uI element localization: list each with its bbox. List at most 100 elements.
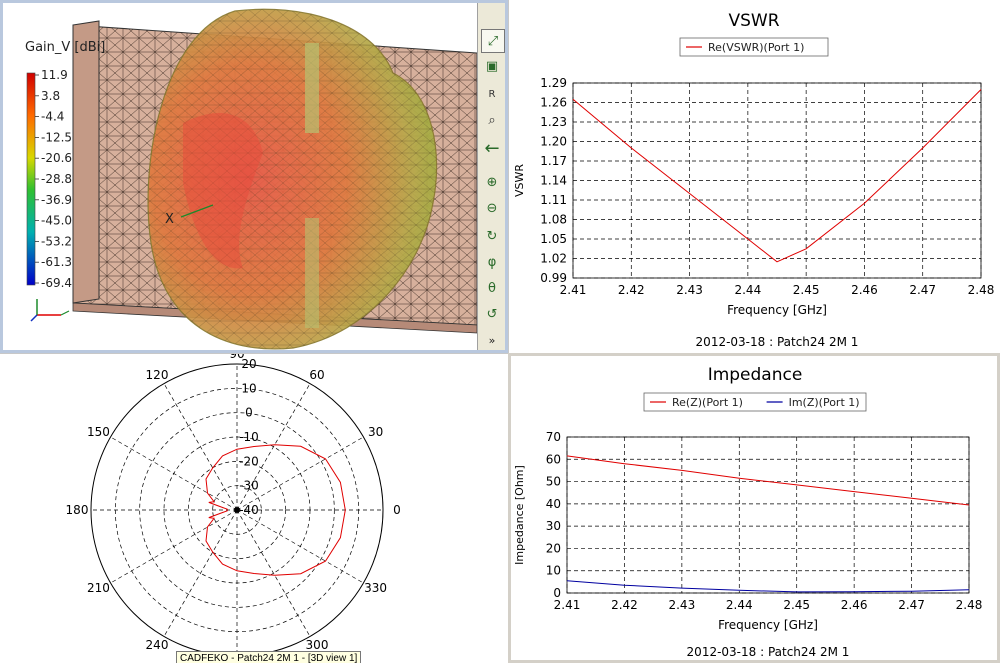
legend-label: Re(VSWR)(Port 1) <box>708 41 804 54</box>
rotate-theta-icon[interactable]: θ <box>488 280 496 296</box>
polar-radial-label: 0 <box>245 406 253 420</box>
vswr-chart-panel: VSWR Re(VSWR)(Port 1) 2.41 2.42 2.43 2.44 2.45… <box>508 0 1000 353</box>
x-tick-label: 2.45 <box>783 598 810 612</box>
polar-series-line <box>205 444 346 576</box>
x-tick-label: 2.43 <box>668 598 695 612</box>
polar-angle-label: 30 <box>368 425 383 439</box>
y-tick-label: 10 <box>546 564 561 578</box>
rotate-phi-icon[interactable]: φ <box>487 254 497 270</box>
x-tick-label: 2.45 <box>793 283 820 297</box>
legend-tick-label: -45.0 <box>41 214 72 228</box>
series-line <box>572 89 982 263</box>
x-axis-label: Frequency [GHz] <box>727 303 827 317</box>
series-line <box>566 580 970 593</box>
polar-center-point <box>234 507 240 513</box>
chart-footer: 2012-03-18 : Patch24 2M 1 <box>696 335 859 349</box>
legend-tick-label: 3.8 <box>41 89 60 103</box>
y-tick-label: 1.02 <box>540 252 567 266</box>
y-tick-label: 0.99 <box>540 271 567 285</box>
polar-spoke <box>236 509 364 584</box>
x-tick-label: 2.44 <box>726 598 753 612</box>
polar-radial-label: -30 <box>239 479 259 493</box>
legend-tick-label: -61.3 <box>41 255 72 269</box>
axes-corner-label: R <box>488 88 496 100</box>
y-tick-label: 30 <box>546 519 561 533</box>
view-toolbar: ⤢ ▣ R ⌕ ← ⊕ ⊖ ↻ φ θ ↺ » <box>477 3 505 350</box>
zoom-in-icon[interactable]: ⊕ <box>486 174 498 190</box>
polar-radial-label: -10 <box>239 430 259 444</box>
polar-angle-label: 0 <box>393 503 401 517</box>
polar-angle-label: 120 <box>146 368 169 382</box>
y-tick-label: 1.14 <box>540 174 567 188</box>
series-line <box>566 455 970 506</box>
x-tick-label: 2.43 <box>676 283 703 297</box>
y-tick-label: 1.17 <box>540 154 567 168</box>
legend-tick-label: -20.6 <box>41 151 72 165</box>
polar-chart-panel: 030609012015018021024027030033020100-10-… <box>0 353 508 663</box>
polar-radial-label: 10 <box>241 381 256 395</box>
magnifier-icon[interactable]: ⌕ <box>488 112 496 128</box>
polar-spoke <box>163 383 238 511</box>
y-tick-label: 1.05 <box>540 232 567 246</box>
polar-spoke <box>110 509 238 584</box>
polar-angle-label: 300 <box>306 638 329 652</box>
legend-title: Gain_V [dBi] <box>25 40 105 55</box>
y-tick-label: 50 <box>546 475 561 489</box>
polar-radial-label: -20 <box>239 454 259 468</box>
legend-tick-label: -53.2 <box>41 234 72 248</box>
chart-legend <box>679 37 829 57</box>
axes-icon[interactable]: R <box>481 83 503 105</box>
chart-footer: 2012-03-18 : Patch24 2M 1 <box>687 645 850 659</box>
zoom-fit-icon[interactable]: ▣ <box>485 58 499 74</box>
polar-grid-ring <box>187 460 287 560</box>
polar-spoke <box>236 436 364 511</box>
more-icon[interactable]: » <box>488 333 496 347</box>
y-tick-label: 1.08 <box>540 213 567 227</box>
x-axis-label: Frequency [GHz] <box>718 618 818 632</box>
legend-label: Re(Z)(Port 1) <box>672 396 743 409</box>
x-tick-label: 2.41 <box>554 598 581 612</box>
legend-tick-label: -12.5 <box>41 130 72 144</box>
polar-spoke <box>163 509 238 637</box>
zoom-z-icon[interactable]: ⤢ <box>481 29 505 53</box>
polar-radial-label: -40 <box>239 503 259 517</box>
polar-angle-label: 60 <box>309 368 324 382</box>
y-axis-label: Impedance [Ohm] <box>513 465 526 565</box>
legend-label: Im(Z)(Port 1) <box>789 396 860 409</box>
impedance-chart: Impedance Re(Z)(Port 1) Im(Z)(Port 1) 2.41 2… <box>513 365 982 659</box>
x-tick-label: 2.47 <box>898 598 925 612</box>
chart-legend <box>643 392 867 412</box>
zoom-out-icon[interactable]: ⊖ <box>486 200 498 216</box>
vswr-chart: VSWR Re(VSWR)(Port 1) 2.41 2.42 2.43 2.44 2.45… <box>513 11 995 349</box>
x-tick-label: 2.46 <box>851 283 878 297</box>
legend-tick-label: -28.8 <box>41 172 72 186</box>
legend-tick-label: -36.9 <box>41 193 72 207</box>
x-tick-label: 2.44 <box>734 283 761 297</box>
polar-spoke <box>236 383 311 511</box>
legend-tick-label: -4.4 <box>41 110 64 124</box>
y-tick-label: 0 <box>553 586 561 600</box>
y-tick-label: 70 <box>546 430 561 444</box>
polar-angle-label: 90 <box>229 354 244 361</box>
rotate-other-icon[interactable]: ↺ <box>486 306 498 322</box>
polar-radial-label: 20 <box>241 357 256 371</box>
impedance-chart-panel: Impedance Re(Z)(Port 1) Im(Z)(Port 1) 2.41 2… <box>508 353 1000 663</box>
rotate-x-icon[interactable]: ↻ <box>486 228 498 244</box>
y-tick-label: 1.11 <box>540 193 567 207</box>
3d-view-panel[interactable]: X Gain_V [dBi] 11.9 3.8 -4.4 -12.5 -20.6 -28.… <box>0 0 508 353</box>
3d-viewport[interactable]: X Gain_V [dBi] 11.9 3.8 -4.4 -12.5 -20.6 -28.… <box>3 3 477 350</box>
legend-tick-label: -69.4 <box>41 276 72 290</box>
polar-angle-label: 180 <box>66 503 89 517</box>
y-tick-label: 1.29 <box>540 76 567 90</box>
radiation-pattern-3d <box>147 8 438 350</box>
y-tick-label: 40 <box>546 497 561 511</box>
polar-angle-label: 240 <box>146 638 169 652</box>
polar-chart: 030609012015018021024027030033020100-10-… <box>66 354 401 663</box>
window-tooltip: CADFEKO - Patch24 2M 1 - [3D view 1] <box>176 651 362 663</box>
x-tick-label: 2.48 <box>968 283 995 297</box>
back-arrow-icon[interactable]: ← <box>484 137 500 159</box>
polar-angle-label: 150 <box>87 425 110 439</box>
legend-ticks: 11.9 3.8 -4.4 -12.5 -20.6 -28.8 -36.9 -45.0 -53.… <box>35 68 72 290</box>
chart-title: VSWR <box>728 11 779 31</box>
x-tick-label: 2.42 <box>618 283 645 297</box>
